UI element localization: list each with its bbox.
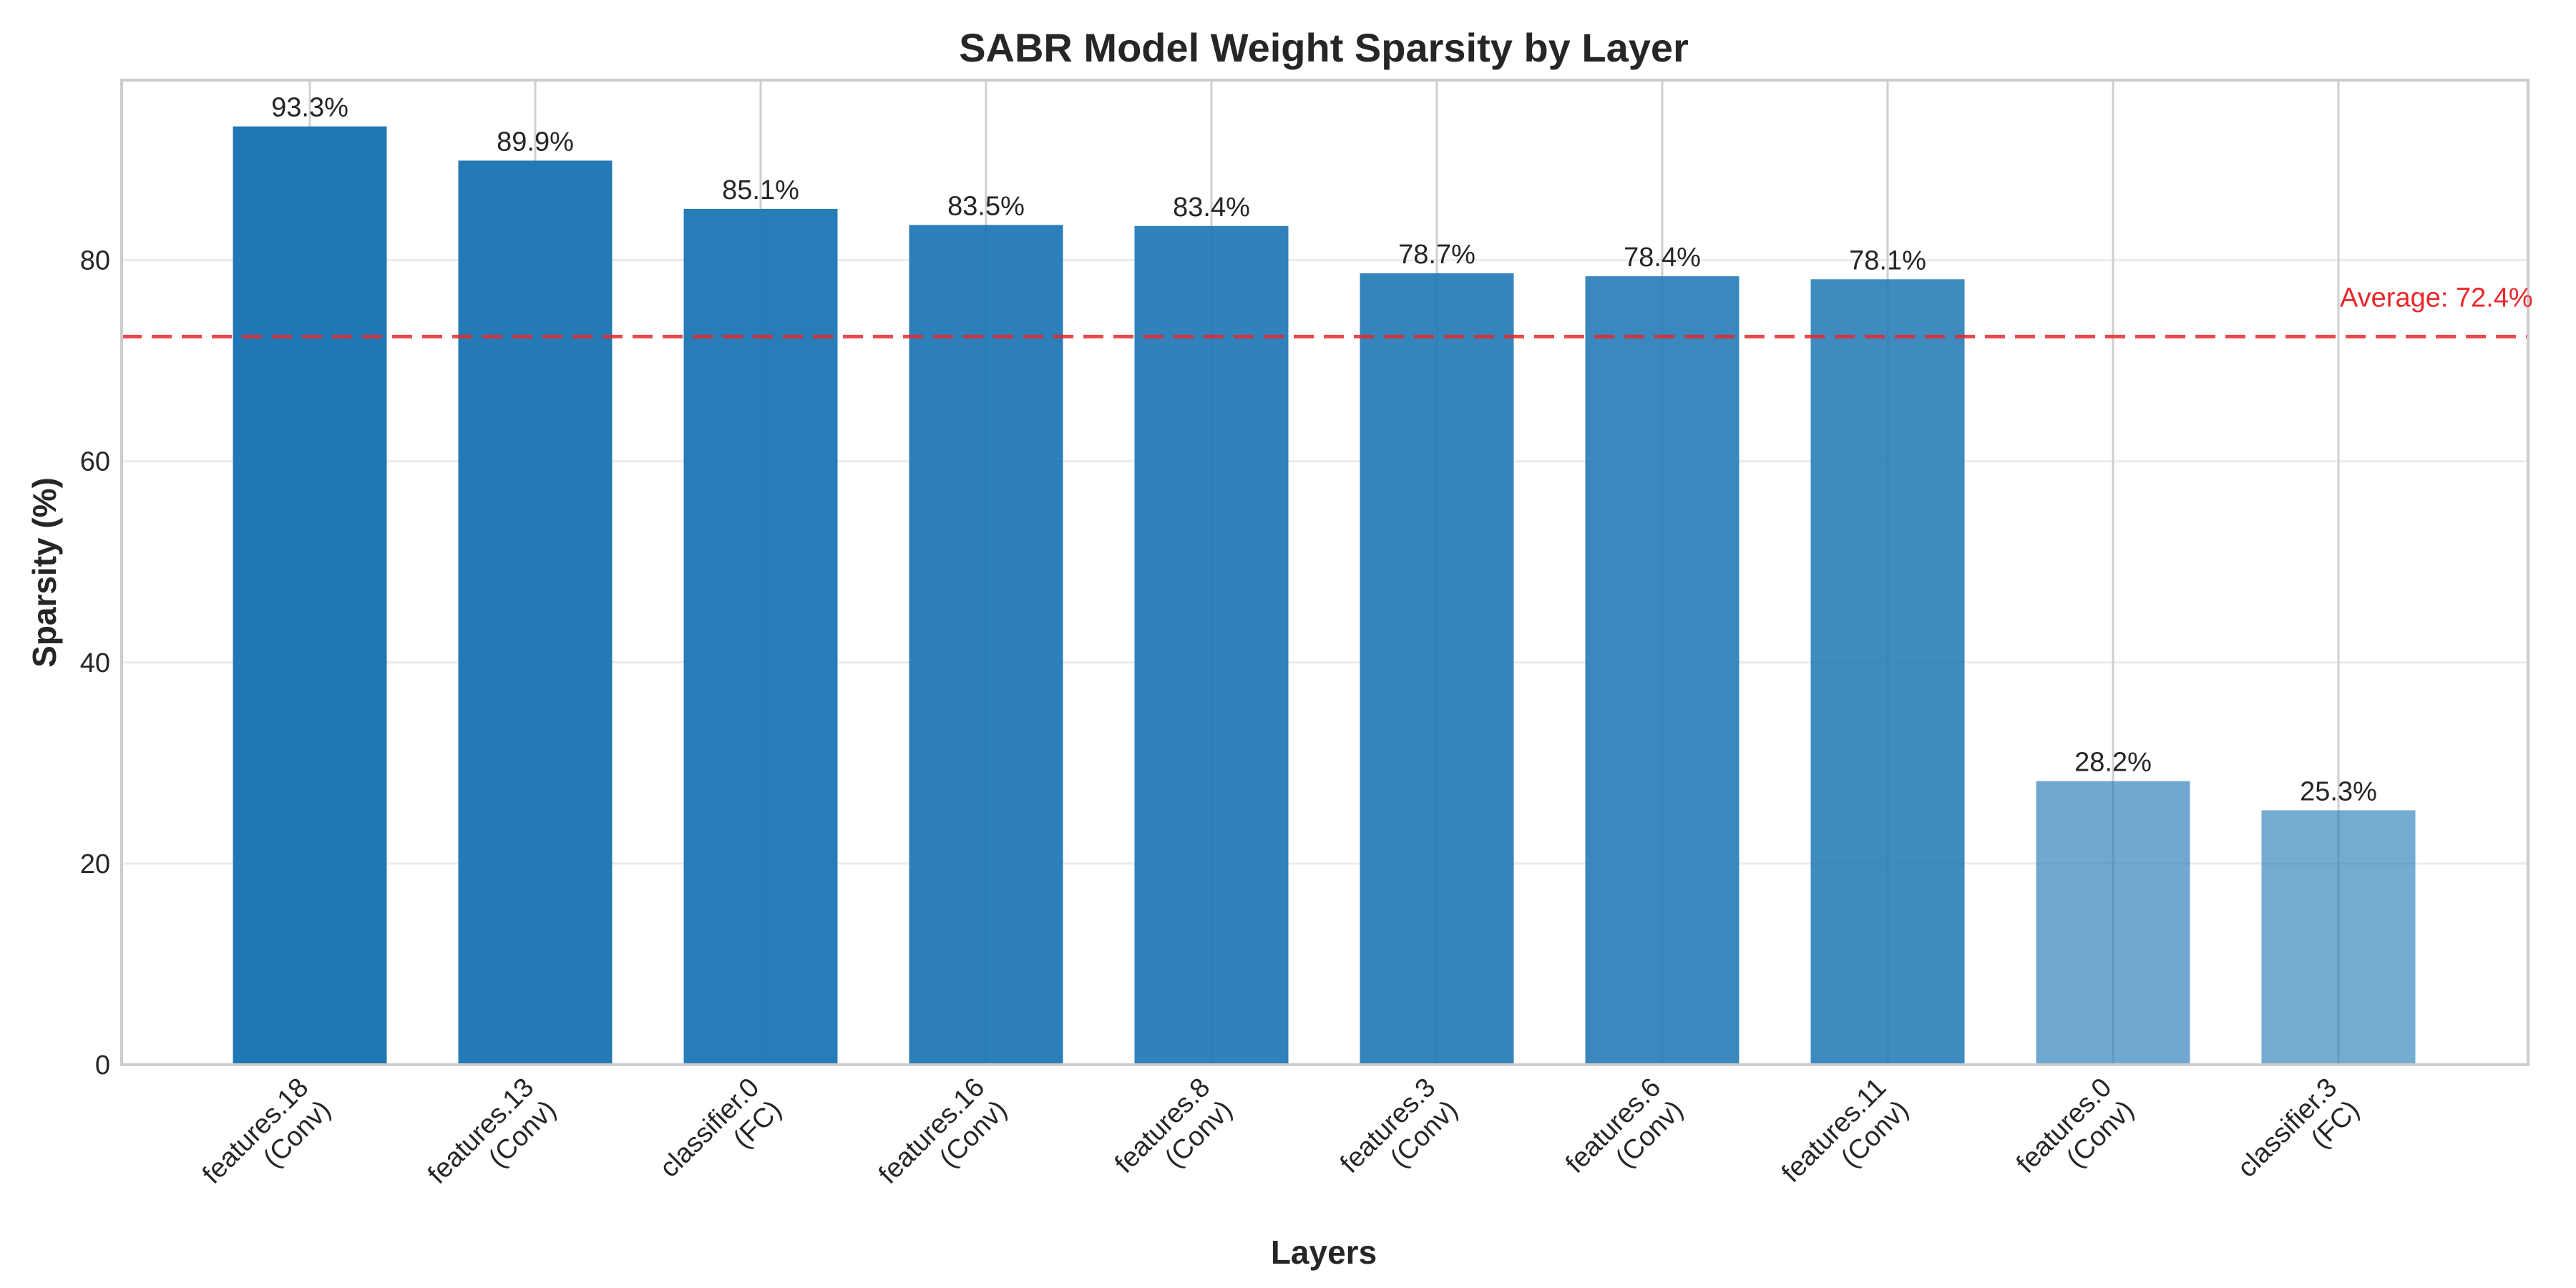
bars-layer [233,126,2416,1065]
data-label-layer: Average: 72.4% 93.3% 89.9% 85.1% 83.5% 83.4% 7… [271,93,2533,807]
x-tick-label: features.11(Conv) [1776,1073,1914,1189]
x-axis-label: Layers [1271,1234,1377,1271]
bar [1134,225,1289,1065]
x-tick-label: classifier.0(FC) [654,1073,787,1184]
bar [2261,810,2416,1065]
x-tick-layer: features.18(Conv) features.13(Conv) classi… [197,1073,2365,1190]
x-tick-label: features.0(Conv) [2011,1073,2140,1179]
bar-value-label: 83.4% [1173,192,1250,223]
y-tick-label: 40 [80,648,110,678]
bar-value-label: 78.7% [1398,240,1475,270]
bar-value-label: 25.3% [2300,776,2377,806]
average-label: Average: 72.4% [2340,283,2533,313]
bar-value-label: 83.5% [947,191,1025,221]
x-tick-label: features.18(Conv) [197,1073,336,1190]
y-tick-label: 80 [80,246,110,276]
chart-title: SABR Model Weight Sparsity by Layer [959,25,1689,70]
x-tick-label: features.16(Conv) [873,1073,1013,1190]
x-tick-label: features.8(Conv) [1109,1073,1238,1179]
x-tick-label: features.3(Conv) [1335,1073,1463,1179]
y-tick-label: 0 [95,1050,110,1080]
bar [1360,273,1514,1065]
bar [909,225,1063,1065]
plot-frame [120,79,2529,1066]
bar-value-label: 28.2% [2074,748,2152,778]
bar-value-label: 89.9% [497,127,574,157]
y-tick-layer: 0 20 40 60 80 [80,246,110,1080]
bar [458,160,613,1065]
bar [683,208,838,1065]
bar [233,126,387,1065]
x-tick-label: classifier.3(FC) [2232,1073,2365,1184]
bar-value-label: 78.4% [1624,243,1701,273]
bar-value-label: 85.1% [722,175,799,205]
bar [1810,279,1965,1065]
bar [1585,276,1740,1065]
y-tick-label: 20 [80,849,110,879]
y-axis-label: Sparsity (%) [26,477,63,668]
bar [2036,781,2190,1065]
bar-value-label: 78.1% [1849,245,1926,275]
bar-value-label: 93.3% [271,93,348,123]
x-tick-label: features.13(Conv) [422,1073,562,1190]
y-tick-label: 60 [80,447,110,477]
x-tick-label: features.6(Conv) [1560,1073,1689,1179]
